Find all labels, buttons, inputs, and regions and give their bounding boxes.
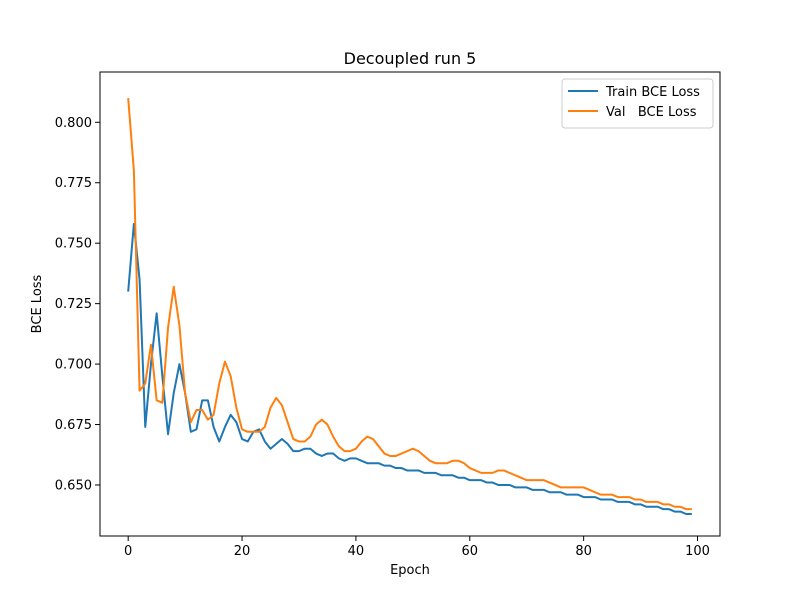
y-tick-label: 0.800: [55, 116, 92, 131]
legend: Train BCE Loss Val BCE Loss: [561, 78, 714, 129]
x-tick-label: 60: [462, 544, 479, 559]
legend-label-train: Train BCE Loss: [605, 85, 700, 100]
y-axis: 0.650 0.675 0.700 0.725 0.750 0.775 0.800: [55, 116, 100, 493]
legend-box: [561, 78, 714, 129]
plot-area: 0 20 40 60 80 100 0.6500.6750.7000.7250.7500.…: [55, 71, 721, 559]
x-axis-label: Epoch: [390, 563, 430, 578]
x-tick-label: 80: [575, 544, 592, 559]
y-tick-label: 0.725: [55, 297, 92, 312]
x-tick-label: 20: [234, 544, 251, 559]
y-tick-label: 0.675: [55, 418, 92, 433]
series-line-val: [127, 98, 692, 511]
x-axis: 0 20 40 60 80 100: [124, 536, 710, 559]
y-tick-label: 0.700: [55, 358, 92, 373]
y-tick-label: 0.650: [55, 478, 92, 493]
x-tick-label: 0: [124, 544, 132, 559]
x-tick-label: 100: [685, 544, 710, 559]
y-tick-label: 0.775: [55, 176, 92, 191]
y-axis-label: BCE Loss: [30, 274, 45, 333]
chart-title: Decoupled run 5: [344, 49, 477, 68]
x-tick-label: 40: [348, 544, 365, 559]
y-tick-label: 0.750: [55, 237, 92, 252]
series-line-train: [127, 222, 692, 515]
series-layer: [127, 98, 692, 515]
legend-label-val: Val BCE Loss: [606, 105, 697, 120]
